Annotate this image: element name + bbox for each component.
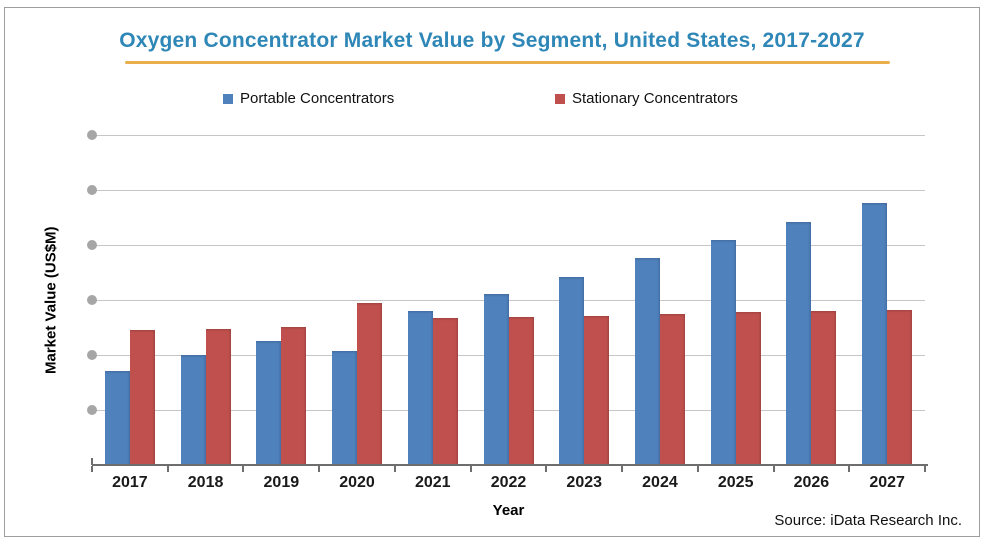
legend-item-portable: Portable Concentrators — [223, 90, 394, 107]
x-axis-label: Year — [492, 502, 525, 519]
x-tick-label-2020: 2020 — [339, 474, 375, 491]
x-tick-label-2027: 2027 — [869, 474, 905, 491]
x-tick-label-2022: 2022 — [490, 474, 527, 491]
x-tick-label-2018: 2018 — [187, 474, 224, 491]
bar-stationary-2026 — [811, 311, 836, 465]
x-axis-tick — [545, 466, 548, 472]
gridline-y6 — [92, 134, 925, 136]
x-axis-tick — [318, 466, 321, 472]
y-tick-dot-3 — [87, 295, 97, 305]
bar-portable-2021 — [408, 311, 433, 465]
x-tick-label-2024: 2024 — [642, 474, 678, 491]
bar-stationary-2025 — [736, 312, 761, 465]
bar-stationary-2020 — [357, 303, 382, 465]
chart-title: Oxygen Concentrator Market Value by Segm… — [119, 29, 865, 52]
bar-portable-2024 — [635, 258, 660, 465]
x-tick-label-2019: 2019 — [263, 474, 300, 491]
x-axis-tick — [469, 466, 472, 472]
bar-portable-2023 — [559, 277, 584, 465]
y-tick-dot-1 — [87, 405, 97, 415]
x-axis-tick — [621, 466, 624, 472]
title-underline — [125, 61, 890, 64]
x-axis-tick — [393, 466, 396, 472]
x-axis-tick — [772, 466, 775, 472]
x-tick-label-2025: 2025 — [717, 474, 754, 491]
bar-stationary-2018 — [206, 329, 231, 465]
bar-portable-2018 — [181, 355, 206, 465]
bar-stationary-2021 — [433, 318, 458, 465]
x-axis-tick — [924, 466, 926, 472]
x-axis-tick — [166, 466, 169, 472]
legend-swatch-portable-icon — [223, 93, 233, 104]
bar-portable-2027 — [862, 203, 887, 465]
x-axis-tick — [91, 466, 93, 472]
y-tick-dot-2 — [87, 350, 97, 360]
x-tick-label-2023: 2023 — [566, 474, 603, 491]
legend-swatch-stationary-icon — [555, 93, 565, 104]
legend-label-stationary: Stationary Concentrators — [572, 90, 738, 107]
gridline-y5 — [92, 189, 925, 191]
x-axis-tick — [848, 466, 851, 472]
x-tick-label-2017: 2017 — [112, 474, 148, 491]
bar-portable-2025 — [711, 240, 736, 465]
bar-stationary-2027 — [887, 310, 912, 465]
gridline-y4 — [92, 244, 925, 246]
x-tick-label-2026: 2026 — [793, 474, 830, 491]
y-tick-dot-4 — [87, 240, 97, 250]
x-axis-tick — [242, 466, 245, 472]
source-text: Source: iData Research Inc. — [774, 512, 962, 529]
bar-portable-2019 — [256, 341, 281, 465]
x-axis-line — [92, 464, 928, 466]
legend-label-portable: Portable Concentrators — [240, 90, 395, 107]
bar-stationary-2024 — [660, 314, 685, 465]
x-axis-tick — [696, 466, 699, 472]
bar-stationary-2023 — [584, 316, 609, 465]
bar-stationary-2017 — [130, 330, 155, 465]
bar-portable-2017 — [105, 371, 130, 465]
bar-stationary-2019 — [281, 327, 306, 465]
bar-portable-2022 — [484, 294, 509, 465]
bar-portable-2026 — [786, 222, 811, 465]
y-tick-dot-5 — [87, 185, 97, 195]
bar-portable-2020 — [332, 351, 357, 465]
y-axis-stub — [91, 458, 93, 465]
x-tick-label-2021: 2021 — [414, 474, 451, 491]
bar-stationary-2022 — [509, 317, 534, 465]
y-axis-label: Market Value (US$M) — [42, 226, 60, 374]
legend-item-stationary: Stationary Concentrators — [555, 90, 738, 107]
plot-area: 2017 2018 2019 2020 2021 2022 2023 2024 2025 2026… — [87, 130, 928, 491]
y-tick-dot-6 — [87, 130, 97, 140]
